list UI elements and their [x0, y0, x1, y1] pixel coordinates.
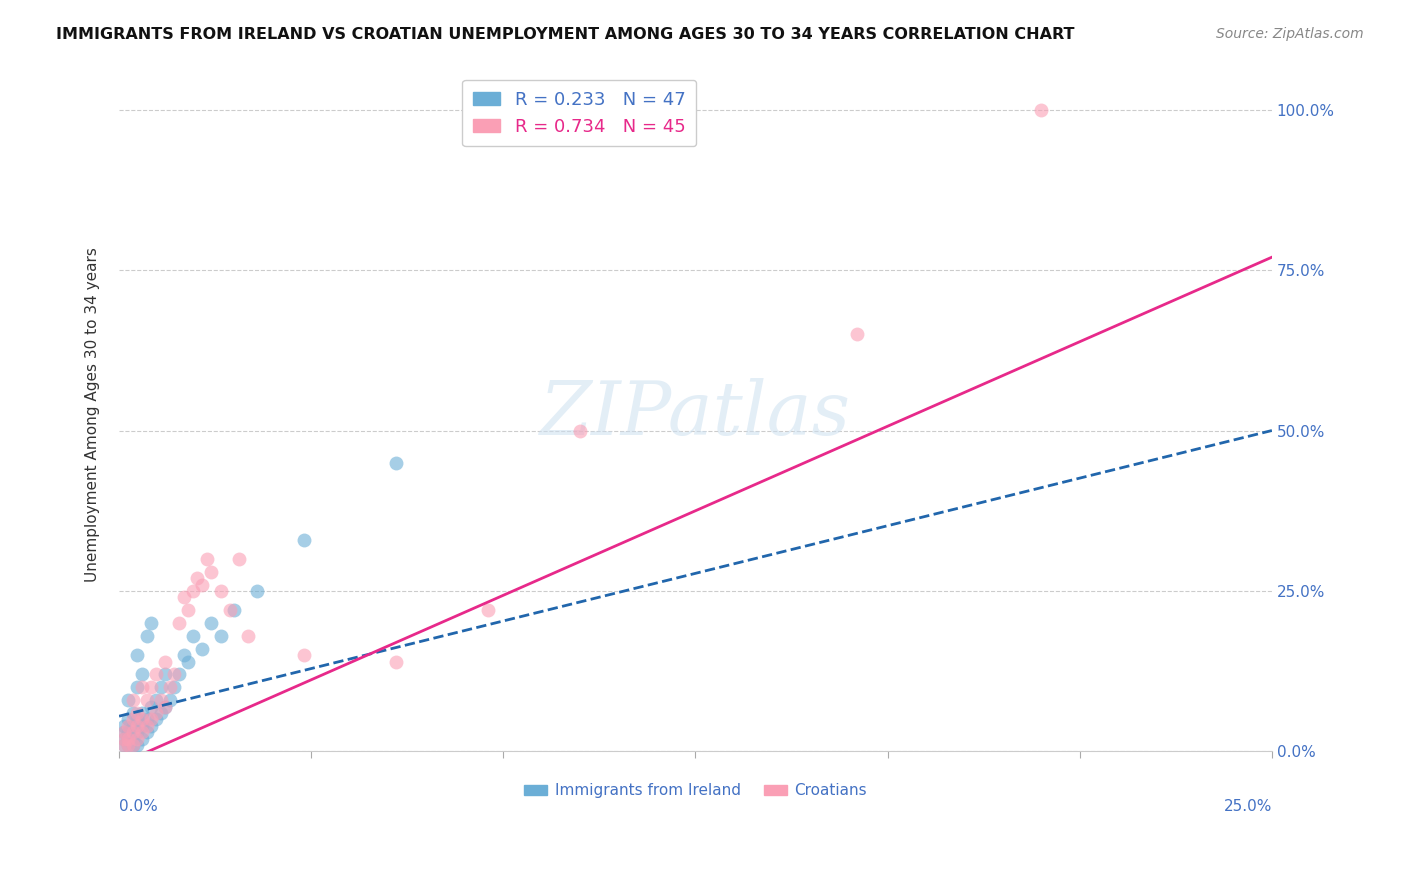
- Point: [122, 693, 145, 707]
- Point: [292, 533, 315, 547]
- Point: [200, 565, 222, 579]
- Point: [127, 731, 149, 746]
- Point: [141, 616, 163, 631]
- Point: [112, 725, 135, 739]
- Point: [135, 693, 157, 707]
- Point: [127, 738, 149, 752]
- Point: [131, 681, 153, 695]
- Point: [153, 655, 176, 669]
- Y-axis label: Unemployment Among Ages 30 to 34 years: Unemployment Among Ages 30 to 34 years: [86, 247, 100, 582]
- Point: [167, 667, 190, 681]
- Point: [149, 693, 172, 707]
- Point: [153, 699, 176, 714]
- Point: [117, 719, 139, 733]
- Point: [181, 629, 204, 643]
- Point: [122, 712, 145, 726]
- Point: [173, 591, 195, 605]
- Point: [135, 725, 157, 739]
- Point: [117, 712, 139, 726]
- Point: [122, 719, 145, 733]
- Point: [112, 738, 135, 752]
- Point: [122, 731, 145, 746]
- Point: [384, 456, 406, 470]
- Point: [181, 584, 204, 599]
- Point: [153, 667, 176, 681]
- Text: 25.0%: 25.0%: [1223, 798, 1272, 814]
- Point: [122, 738, 145, 752]
- Point: [1031, 103, 1053, 117]
- Point: [117, 738, 139, 752]
- Point: [112, 738, 135, 752]
- Point: [127, 706, 149, 720]
- Point: [845, 327, 868, 342]
- Point: [112, 731, 135, 746]
- Point: [153, 699, 176, 714]
- Point: [131, 719, 153, 733]
- Point: [163, 681, 186, 695]
- Point: [145, 706, 167, 720]
- Point: [569, 424, 592, 438]
- Point: [384, 655, 406, 669]
- Point: [122, 725, 145, 739]
- Text: Source: ZipAtlas.com: Source: ZipAtlas.com: [1216, 27, 1364, 41]
- Point: [112, 719, 135, 733]
- Point: [112, 731, 135, 746]
- Point: [209, 584, 232, 599]
- Point: [112, 725, 135, 739]
- Point: [186, 571, 208, 585]
- Point: [218, 603, 240, 617]
- Point: [163, 667, 186, 681]
- Point: [477, 603, 499, 617]
- Point: [131, 712, 153, 726]
- Point: [195, 552, 218, 566]
- Point: [141, 712, 163, 726]
- Point: [117, 725, 139, 739]
- Point: [127, 681, 149, 695]
- Point: [149, 681, 172, 695]
- Legend: Immigrants from Ireland, Croatians: Immigrants from Ireland, Croatians: [517, 777, 873, 805]
- Point: [145, 667, 167, 681]
- Point: [177, 603, 200, 617]
- Point: [224, 603, 246, 617]
- Point: [173, 648, 195, 663]
- Point: [135, 719, 157, 733]
- Point: [145, 693, 167, 707]
- Text: IMMIGRANTS FROM IRELAND VS CROATIAN UNEMPLOYMENT AMONG AGES 30 TO 34 YEARS CORRE: IMMIGRANTS FROM IRELAND VS CROATIAN UNEM…: [56, 27, 1074, 42]
- Point: [292, 648, 315, 663]
- Point: [209, 629, 232, 643]
- Point: [131, 667, 153, 681]
- Point: [127, 725, 149, 739]
- Point: [149, 706, 172, 720]
- Point: [122, 706, 145, 720]
- Point: [200, 616, 222, 631]
- Point: [159, 681, 181, 695]
- Point: [141, 681, 163, 695]
- Point: [117, 731, 139, 746]
- Text: ZIPatlas: ZIPatlas: [540, 378, 851, 450]
- Point: [127, 648, 149, 663]
- Point: [141, 719, 163, 733]
- Point: [141, 699, 163, 714]
- Point: [131, 706, 153, 720]
- Text: 0.0%: 0.0%: [120, 798, 157, 814]
- Point: [167, 616, 190, 631]
- Point: [191, 641, 214, 656]
- Point: [122, 738, 145, 752]
- Point: [177, 655, 200, 669]
- Point: [127, 719, 149, 733]
- Point: [117, 738, 139, 752]
- Point: [228, 552, 250, 566]
- Point: [117, 693, 139, 707]
- Point: [246, 584, 269, 599]
- Point: [127, 712, 149, 726]
- Point: [131, 725, 153, 739]
- Point: [145, 712, 167, 726]
- Point: [159, 693, 181, 707]
- Point: [135, 712, 157, 726]
- Point: [191, 577, 214, 591]
- Point: [117, 731, 139, 746]
- Point: [238, 629, 260, 643]
- Point: [135, 629, 157, 643]
- Point: [131, 731, 153, 746]
